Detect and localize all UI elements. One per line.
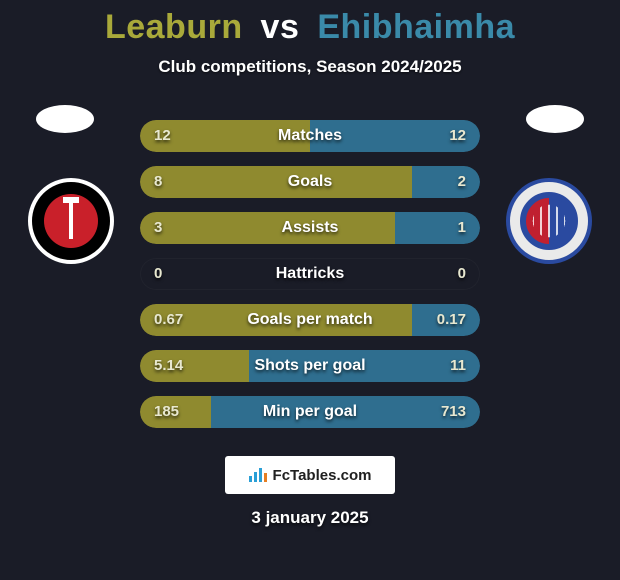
stat-value-right: 2 — [444, 166, 480, 198]
stat-row: Matches12 12 — [140, 120, 480, 152]
stat-value-right: 713 — [427, 396, 480, 428]
stat-row: Assists3 1 — [140, 212, 480, 244]
stat-label: Hattricks — [140, 258, 480, 290]
player1-name: Leaburn — [105, 8, 243, 46]
subtitle: Club competitions, Season 2024/2025 — [0, 57, 620, 77]
stat-value-left: 0.67 — [140, 304, 197, 336]
brand-badge: FcTables.com — [225, 456, 395, 494]
stat-value-left: 0 — [140, 258, 176, 290]
brand-icon — [249, 468, 267, 482]
player2-name: Ehibhaimha — [317, 8, 515, 46]
stat-label: Goals — [140, 166, 480, 198]
stat-row: Goals8 2 — [140, 166, 480, 198]
footer-date: 3 january 2025 — [0, 508, 620, 528]
stat-value-left: 185 — [140, 396, 193, 428]
stat-value-left: 3 — [140, 212, 176, 244]
stat-value-left: 8 — [140, 166, 176, 198]
stat-value-left: 5.14 — [140, 350, 197, 382]
stat-value-right: 0 — [444, 258, 480, 290]
comparison-title: Leaburn vs Ehibhaimha — [0, 0, 620, 47]
stat-row: Goals per match0.670.17 — [140, 304, 480, 336]
stat-label: Assists — [140, 212, 480, 244]
stat-value-right: 11 — [436, 350, 480, 382]
stat-row: Min per goal185713 — [140, 396, 480, 428]
stat-value-right: 12 — [435, 120, 480, 152]
club-crest-right — [506, 178, 592, 264]
stat-value-right: 0.17 — [423, 304, 480, 336]
stat-row: Shots per goal5.1411 — [140, 350, 480, 382]
club-crest-left — [28, 178, 114, 264]
stat-value-left: 12 — [140, 120, 185, 152]
stat-value-right: 1 — [444, 212, 480, 244]
stat-label: Matches — [140, 120, 480, 152]
vs-label: vs — [261, 8, 300, 46]
stats-container: Matches12 12 Goals8 2 Assists3 1 Hattricks0 0 Go… — [140, 120, 480, 442]
brand-text: FcTables.com — [273, 467, 372, 484]
stat-row: Hattricks0 0 — [140, 258, 480, 290]
